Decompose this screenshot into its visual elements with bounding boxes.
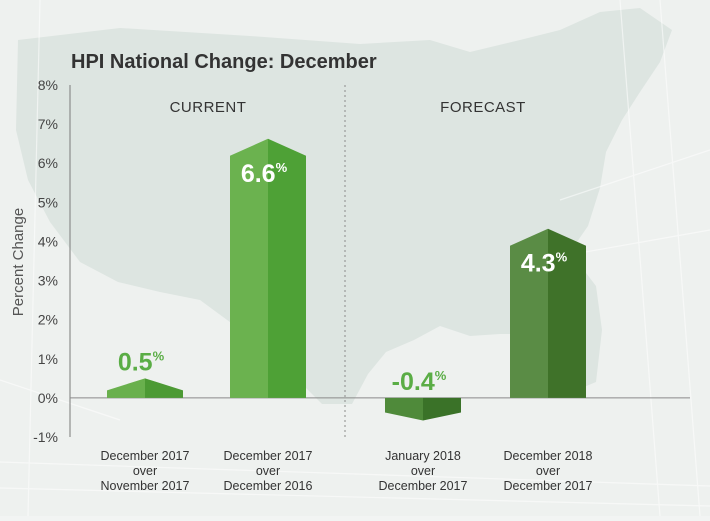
y-tick-label: 2% xyxy=(38,312,58,328)
bar-category-label: December 2018 xyxy=(504,449,593,463)
bar-face-dark xyxy=(268,138,306,398)
bar-category-label: over xyxy=(256,464,280,478)
bar-value-label: 6.6% xyxy=(241,160,288,188)
group-label-forecast: FORECAST xyxy=(440,99,526,116)
bar-category-label: December 2017 xyxy=(379,479,468,493)
y-tick-label: 8% xyxy=(38,77,58,93)
y-axis-label: Percent Change xyxy=(10,208,27,316)
us-map-silhouette xyxy=(16,8,672,404)
bar-category-label: over xyxy=(411,464,435,478)
y-axis-ticks: 8% 7% 6% 5% 4% 3% 2% 1% 0% -1% xyxy=(33,77,58,445)
bar-category-label: December 2016 xyxy=(224,479,313,493)
bar-face-light xyxy=(230,138,268,398)
bar-category-label: December 2017 xyxy=(224,449,313,463)
y-tick-label: 5% xyxy=(38,194,58,210)
bar-value-label: 0.5% xyxy=(118,348,165,376)
bar-category-label: over xyxy=(536,464,560,478)
bar-value-label: -0.4% xyxy=(392,368,447,396)
bar-category-label: November 2017 xyxy=(101,479,190,493)
bar-face-light xyxy=(107,378,145,398)
chart-title: HPI National Change: December xyxy=(71,51,377,73)
bar-face-light xyxy=(510,228,548,398)
group-label-current: CURRENT xyxy=(170,99,247,116)
bar-value-label: 4.3% xyxy=(521,250,568,278)
bar-face-dark xyxy=(423,397,461,421)
bar-category-label: January 2018 xyxy=(385,449,461,463)
y-tick-label: -1% xyxy=(33,429,58,445)
bar-face-dark xyxy=(145,378,183,398)
bar-category-label: December 2017 xyxy=(504,479,593,493)
group-labels: CURRENT FORECAST xyxy=(170,99,526,116)
y-tick-label: 0% xyxy=(38,390,58,406)
bar-category-label: over xyxy=(133,464,157,478)
bar-face-light xyxy=(385,397,423,421)
y-tick-label: 7% xyxy=(38,116,58,132)
y-tick-label: 6% xyxy=(38,155,58,171)
y-tick-label: 1% xyxy=(38,351,58,367)
y-tick-label: 3% xyxy=(38,273,58,289)
bar-category-label: December 2017 xyxy=(101,449,190,463)
bar-face-dark xyxy=(548,228,586,398)
y-tick-label: 4% xyxy=(38,233,58,249)
